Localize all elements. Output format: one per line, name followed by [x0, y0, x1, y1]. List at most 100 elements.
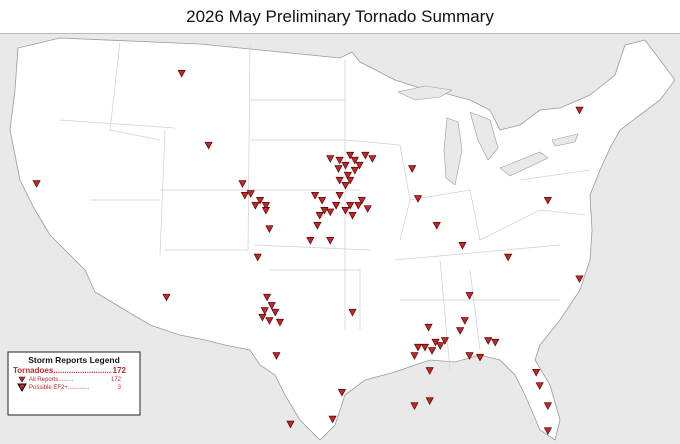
tornado-report	[484, 337, 493, 345]
tornado-report	[204, 141, 213, 150]
tornado-report	[335, 156, 344, 165]
tornado-report	[251, 201, 260, 210]
tornado-report	[458, 242, 467, 250]
tornado-report	[348, 212, 357, 220]
tornado-report	[335, 176, 344, 185]
tornado-report	[326, 155, 335, 163]
tornado-report	[575, 275, 584, 284]
state-borders	[59, 41, 591, 371]
tornado-report	[262, 293, 272, 302]
tornado-report	[575, 106, 584, 115]
tornado-report	[408, 165, 417, 173]
tornado-report	[424, 323, 433, 332]
tornado-report	[240, 191, 249, 200]
tornado-report	[337, 389, 347, 397]
tornado-report	[436, 342, 445, 350]
tornado-report	[425, 397, 434, 405]
tornado-report	[341, 161, 350, 170]
tornado-report	[427, 347, 437, 355]
tornado-report	[286, 420, 295, 429]
tornado-report	[253, 253, 262, 262]
tornado-report	[271, 308, 280, 317]
tornado-report	[332, 201, 341, 210]
tornado-report	[543, 196, 552, 205]
tornado-report	[238, 180, 247, 188]
tornado-report	[368, 155, 377, 163]
tornado-report	[313, 222, 322, 230]
legend-all-symbol	[18, 376, 26, 383]
legend-ef2-symbol	[17, 383, 27, 393]
tornado-report	[410, 352, 419, 360]
legend-box	[7, 351, 141, 416]
tornado-report	[431, 338, 440, 347]
tornado-report	[343, 171, 352, 180]
map-title: 2026 May Preliminary Tornado Summary	[0, 0, 680, 34]
legend-title: Storm Reports Legend	[28, 355, 120, 365]
tornado-report	[440, 337, 450, 345]
tornado-report	[177, 70, 186, 78]
tornado-report	[265, 317, 274, 325]
tornado-report	[361, 151, 370, 160]
tornado-report	[350, 156, 359, 165]
tornado-report	[341, 181, 350, 190]
tornado-report	[413, 343, 423, 352]
tornado-report	[334, 165, 343, 173]
tornado-report	[275, 318, 285, 327]
tornado-report	[504, 253, 513, 262]
tornado-report	[162, 293, 171, 302]
tornado-report	[475, 353, 485, 362]
tornado-report	[432, 222, 441, 230]
report-markers	[32, 70, 584, 436]
tornado-report	[246, 190, 255, 198]
tornado-report	[543, 402, 552, 410]
tornado-report	[491, 338, 500, 347]
tornado-report	[261, 206, 270, 215]
tornado-report	[420, 343, 430, 352]
tornado-report	[543, 427, 552, 436]
tornado-report	[261, 201, 270, 210]
tornado-report	[354, 201, 363, 210]
tornado-report	[363, 205, 372, 213]
legend-all-count: 172	[111, 377, 122, 383]
tornado-report	[272, 352, 281, 360]
legend-all-label: All Reports.........	[29, 377, 74, 383]
tornado-report	[456, 327, 465, 335]
tornado-report	[357, 196, 366, 205]
tornado-report	[346, 201, 355, 210]
tornado-report	[460, 317, 469, 325]
tornado-report	[260, 307, 269, 315]
tornado-report	[315, 212, 324, 220]
tornado-report	[328, 415, 337, 424]
legend-ef2-label: Possible EF2+.............	[29, 385, 90, 391]
tornado-report	[350, 166, 359, 175]
legend: Storm Reports Legend Tornadoes..........…	[7, 351, 141, 416]
map: Storm Reports Legend Tornadoes..........…	[0, 34, 680, 444]
tornado-report	[32, 180, 41, 188]
legend-tornadoes-label: Tornadoes..........................	[13, 366, 111, 375]
tornado-report	[413, 195, 423, 203]
tornado-report	[255, 196, 265, 205]
tornado-report	[532, 368, 541, 377]
great-lakes	[397, 85, 579, 186]
tornado-report	[425, 367, 434, 375]
us-land	[9, 37, 676, 441]
tornado-report	[346, 151, 355, 160]
tornado-report	[306, 237, 315, 245]
tornado-report	[326, 237, 335, 245]
tornado-report	[320, 206, 329, 215]
tornado-report	[265, 225, 274, 233]
tornado-report	[535, 382, 544, 390]
tornado-report	[355, 161, 364, 170]
tornado-report	[267, 302, 276, 310]
tornado-report	[348, 308, 357, 317]
tornado-report	[317, 196, 327, 205]
tornado-report	[410, 402, 419, 410]
tornado-report	[465, 292, 474, 300]
tornado-report	[341, 206, 350, 215]
legend-ef2-count: 3	[118, 385, 122, 391]
tornado-report	[326, 208, 335, 217]
tornado-report	[465, 352, 474, 360]
tornado-report	[346, 176, 355, 185]
tornado-report	[335, 191, 344, 200]
